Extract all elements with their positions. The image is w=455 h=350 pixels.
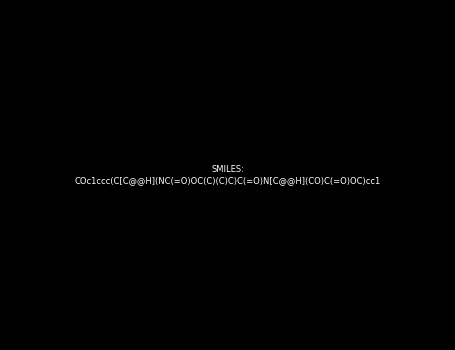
Text: SMILES:
COc1ccc(C[C@@H](NC(=O)OC(C)(C)C)C(=O)N[C@@H](CO)C(=O)OC)cc1: SMILES: COc1ccc(C[C@@H](NC(=O)OC(C)(C)C)… (74, 165, 381, 185)
